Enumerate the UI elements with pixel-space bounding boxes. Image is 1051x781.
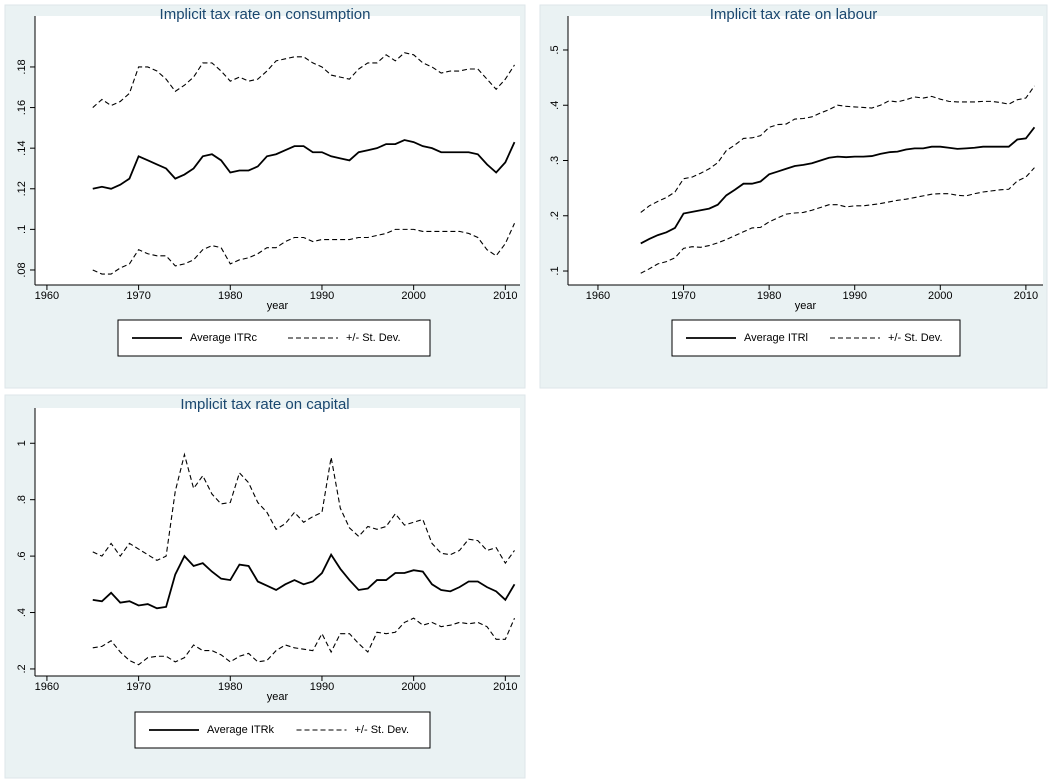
y-tick-label: .14 [16, 141, 28, 156]
y-tick-label: .08 [16, 262, 28, 277]
y-tick-label: .12 [16, 181, 28, 196]
legend-label: +/- St. Dev. [355, 724, 410, 736]
plot-area [35, 408, 520, 676]
legend-label: +/- St. Dev. [346, 332, 401, 344]
y-tick-label: .6 [16, 552, 28, 561]
x-tick-label: 2000 [401, 290, 425, 302]
y-tick-label: .4 [16, 608, 28, 617]
chart-title: Implicit tax rate on consumption [160, 6, 371, 23]
y-tick-label: .8 [16, 495, 28, 504]
x-tick-label: 1980 [218, 290, 242, 302]
series-line [640, 167, 1035, 274]
legend-label: +/- St. Dev. [888, 332, 943, 344]
x-tick-label: 1960 [35, 681, 59, 693]
legend-label: Average ITRk [207, 724, 275, 736]
x-tick-label: 1970 [126, 681, 150, 693]
x-tick-label: 2000 [401, 681, 425, 693]
series-line [92, 452, 515, 565]
x-axis-label: year [795, 300, 817, 312]
plot-area [568, 16, 1043, 285]
series-line [92, 223, 516, 275]
y-tick-label: 1 [16, 440, 28, 446]
y-tick-label: .18 [16, 59, 28, 74]
legend-label: Average ITRl [744, 332, 808, 344]
y-tick-label: .16 [16, 100, 28, 115]
x-tick-label: 1960 [586, 290, 610, 302]
series-line [640, 85, 1035, 213]
series-line [92, 552, 516, 610]
x-tick-label: 1990 [310, 681, 334, 693]
x-tick-label: 2010 [493, 290, 517, 302]
series-line [92, 617, 516, 666]
x-tick-label: 1970 [126, 290, 150, 302]
y-tick-label: .4 [549, 101, 561, 110]
y-tick-label: .1 [549, 266, 561, 275]
series-line [92, 52, 515, 108]
y-tick-label: .2 [16, 664, 28, 673]
x-tick-label: 1980 [757, 290, 781, 302]
x-tick-label: 2000 [928, 290, 952, 302]
y-tick-label: .1 [16, 225, 28, 234]
x-tick-label: 1990 [310, 290, 334, 302]
y-tick-label: .5 [549, 45, 561, 54]
plot-area [35, 16, 520, 285]
x-tick-label: 1990 [842, 290, 866, 302]
x-tick-label: 1980 [218, 681, 242, 693]
x-tick-label: 1960 [35, 290, 59, 302]
y-tick-label: .3 [549, 156, 561, 165]
x-tick-label: 2010 [1014, 290, 1038, 302]
y-tick-label: .2 [549, 211, 561, 220]
x-axis-label: year [267, 300, 289, 312]
x-tick-label: 2010 [493, 681, 517, 693]
x-tick-label: 1970 [671, 290, 695, 302]
series-line [92, 139, 516, 190]
series-line [640, 126, 1036, 245]
chart-title: Implicit tax rate on labour [710, 6, 878, 23]
legend-label: Average ITRc [190, 332, 258, 344]
chart-title: Implicit tax rate on capital [180, 396, 349, 413]
x-axis-label: year [267, 691, 289, 703]
